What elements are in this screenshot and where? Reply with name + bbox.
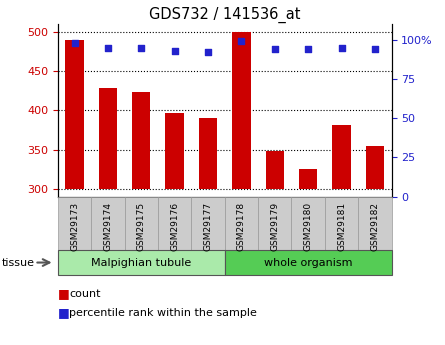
Text: count: count [69,289,101,299]
Bar [99,88,117,189]
Text: GSM29179: GSM29179 [270,202,279,252]
Bar [366,146,384,189]
Bar [299,169,317,189]
Point [171,48,178,53]
Text: whole organism: whole organism [264,258,352,267]
Point [305,47,312,52]
Point [138,45,145,50]
Text: GSM29176: GSM29176 [170,202,179,252]
Text: percentile rank within the sample: percentile rank within the sample [69,308,257,318]
Point [205,50,212,55]
Bar [266,151,284,189]
Bar [232,32,251,189]
Text: GSM29174: GSM29174 [103,202,113,252]
Text: GSM29182: GSM29182 [370,202,380,252]
Point [71,40,78,46]
Text: GSM29177: GSM29177 [203,202,213,252]
Bar [199,118,217,189]
Text: tissue: tissue [2,258,35,267]
Point [338,45,345,50]
Point [238,39,245,44]
Text: GSM29180: GSM29180 [303,202,313,252]
Bar [132,91,150,189]
Title: GDS732 / 141536_at: GDS732 / 141536_at [149,7,300,23]
Text: GSM29173: GSM29173 [70,202,79,252]
Point [105,45,112,50]
Text: GSM29178: GSM29178 [237,202,246,252]
Point [372,47,379,52]
Text: Malpighian tubule: Malpighian tubule [91,258,191,267]
Text: ■: ■ [58,287,69,300]
Bar [65,40,84,189]
Text: GSM29181: GSM29181 [337,202,346,252]
Point [271,47,279,52]
Bar [166,113,184,189]
Text: GSM29175: GSM29175 [137,202,146,252]
Text: ■: ■ [58,306,69,319]
Bar [332,125,351,189]
